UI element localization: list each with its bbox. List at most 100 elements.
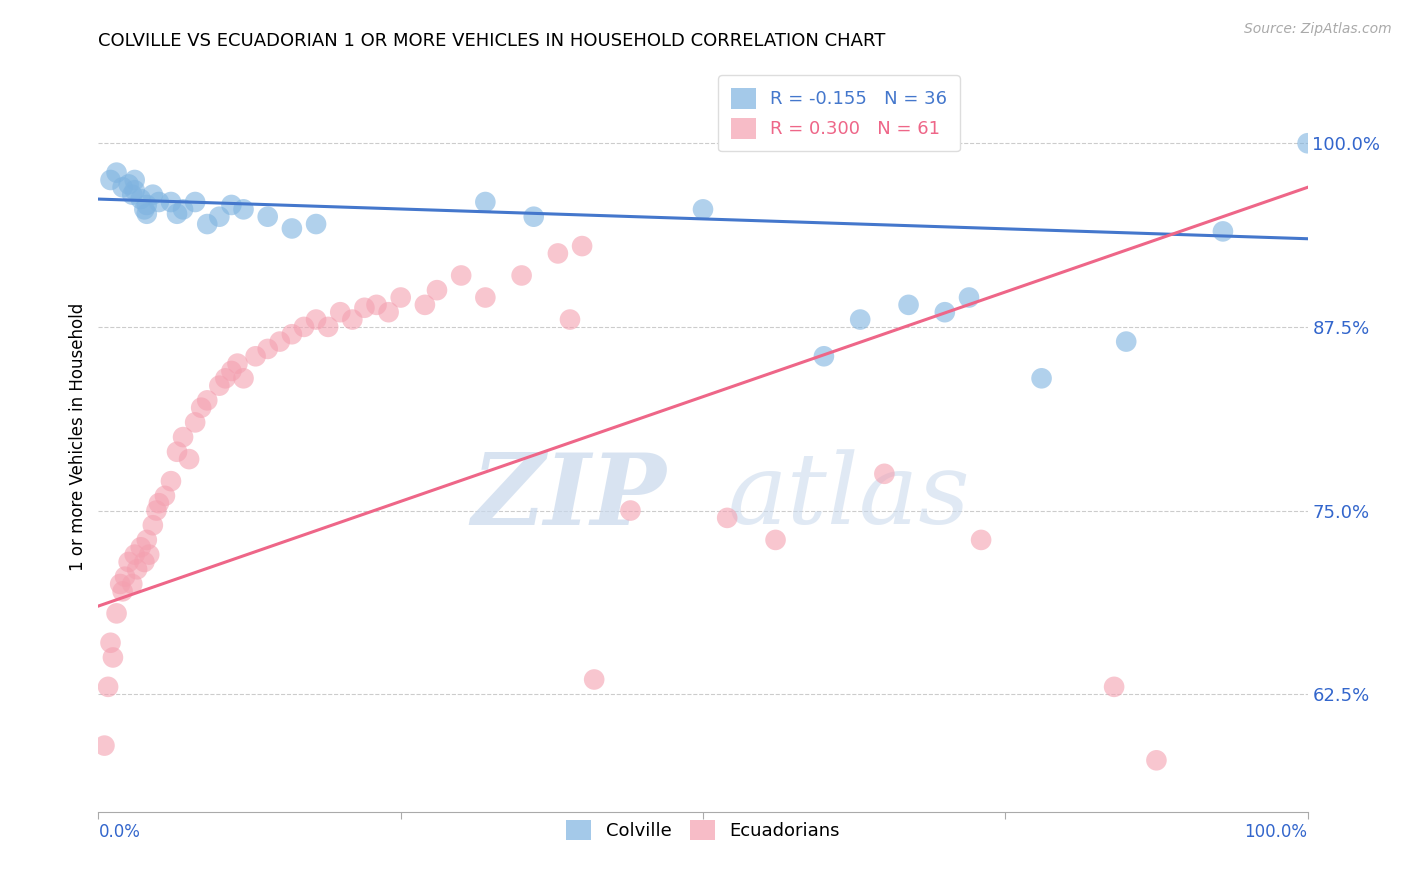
Point [105, 166, 128, 180]
Point [118, 555, 141, 569]
Point [1212, 224, 1234, 238]
Point [135, 207, 157, 221]
Point [184, 194, 207, 209]
Point [226, 357, 249, 371]
Point [366, 298, 388, 312]
Point [100, 173, 122, 187]
Point [957, 291, 980, 305]
Point [558, 312, 581, 326]
Point [426, 283, 449, 297]
Point [121, 187, 143, 202]
Point [970, 533, 993, 547]
Point [172, 430, 194, 444]
Text: atlas: atlas [727, 450, 970, 545]
Point [1115, 334, 1137, 349]
Point [619, 503, 641, 517]
Point [145, 503, 167, 517]
Point [97, 680, 120, 694]
Text: Source: ZipAtlas.com: Source: ZipAtlas.com [1244, 22, 1392, 37]
Point [172, 202, 194, 217]
Point [245, 349, 267, 363]
Point [547, 246, 569, 260]
Point [292, 319, 315, 334]
Point [195, 217, 218, 231]
Point [124, 183, 146, 197]
Point [377, 305, 399, 319]
Point [232, 202, 254, 217]
Point [389, 291, 412, 305]
Point [153, 489, 176, 503]
Text: ZIP: ZIP [472, 449, 666, 545]
Point [897, 298, 920, 312]
Point [813, 349, 835, 363]
Point [214, 371, 236, 385]
Point [316, 319, 339, 334]
Point [124, 548, 146, 562]
Text: COLVILLE VS ECUADORIAN 1 OR MORE VEHICLES IN HOUSEHOLD CORRELATION CHART: COLVILLE VS ECUADORIAN 1 OR MORE VEHICLE… [98, 32, 886, 50]
Point [101, 650, 124, 665]
Point [232, 371, 254, 385]
Point [184, 416, 207, 430]
Point [510, 268, 533, 283]
Point [121, 577, 143, 591]
Point [208, 210, 231, 224]
Point [934, 305, 956, 319]
Point [305, 312, 328, 326]
Point [305, 217, 328, 231]
Point [269, 334, 291, 349]
Point [160, 474, 183, 488]
Point [118, 178, 141, 192]
Point [160, 194, 183, 209]
Point [166, 444, 188, 458]
Point [124, 173, 146, 187]
Point [127, 562, 149, 576]
Point [523, 210, 546, 224]
Point [583, 673, 606, 687]
Point [148, 496, 170, 510]
Point [166, 207, 188, 221]
Point [353, 301, 375, 315]
Point [342, 312, 364, 326]
Point [474, 291, 496, 305]
Point [93, 739, 115, 753]
Point [129, 541, 152, 555]
Point [450, 268, 472, 283]
Point [135, 533, 157, 547]
Point [142, 518, 165, 533]
Point [179, 452, 201, 467]
Point [100, 636, 122, 650]
Point [716, 511, 738, 525]
Point [221, 198, 243, 212]
Point [1296, 136, 1319, 151]
Point [134, 555, 156, 569]
Point [148, 194, 170, 209]
Point [135, 198, 157, 212]
Point [256, 210, 278, 224]
Text: 100.0%: 100.0% [1244, 823, 1308, 841]
Legend: Colville, Ecuadorians: Colville, Ecuadorians [560, 813, 846, 847]
Point [221, 364, 243, 378]
Text: 0.0%: 0.0% [98, 823, 141, 841]
Y-axis label: 1 or more Vehicles in Household: 1 or more Vehicles in Household [69, 303, 87, 571]
Point [208, 378, 231, 392]
Point [134, 202, 156, 217]
Point [849, 312, 872, 326]
Point [256, 342, 278, 356]
Point [873, 467, 896, 481]
Point [413, 298, 436, 312]
Point [692, 202, 714, 217]
Point [190, 401, 212, 415]
Point [765, 533, 787, 547]
Point [142, 187, 165, 202]
Point [108, 577, 131, 591]
Point [129, 192, 152, 206]
Point [571, 239, 593, 253]
Point [281, 221, 304, 235]
Point [195, 393, 218, 408]
Point [114, 569, 136, 583]
Point [281, 327, 304, 342]
Point [1102, 680, 1125, 694]
Point [329, 305, 352, 319]
Point [1146, 753, 1168, 767]
Point [138, 548, 160, 562]
